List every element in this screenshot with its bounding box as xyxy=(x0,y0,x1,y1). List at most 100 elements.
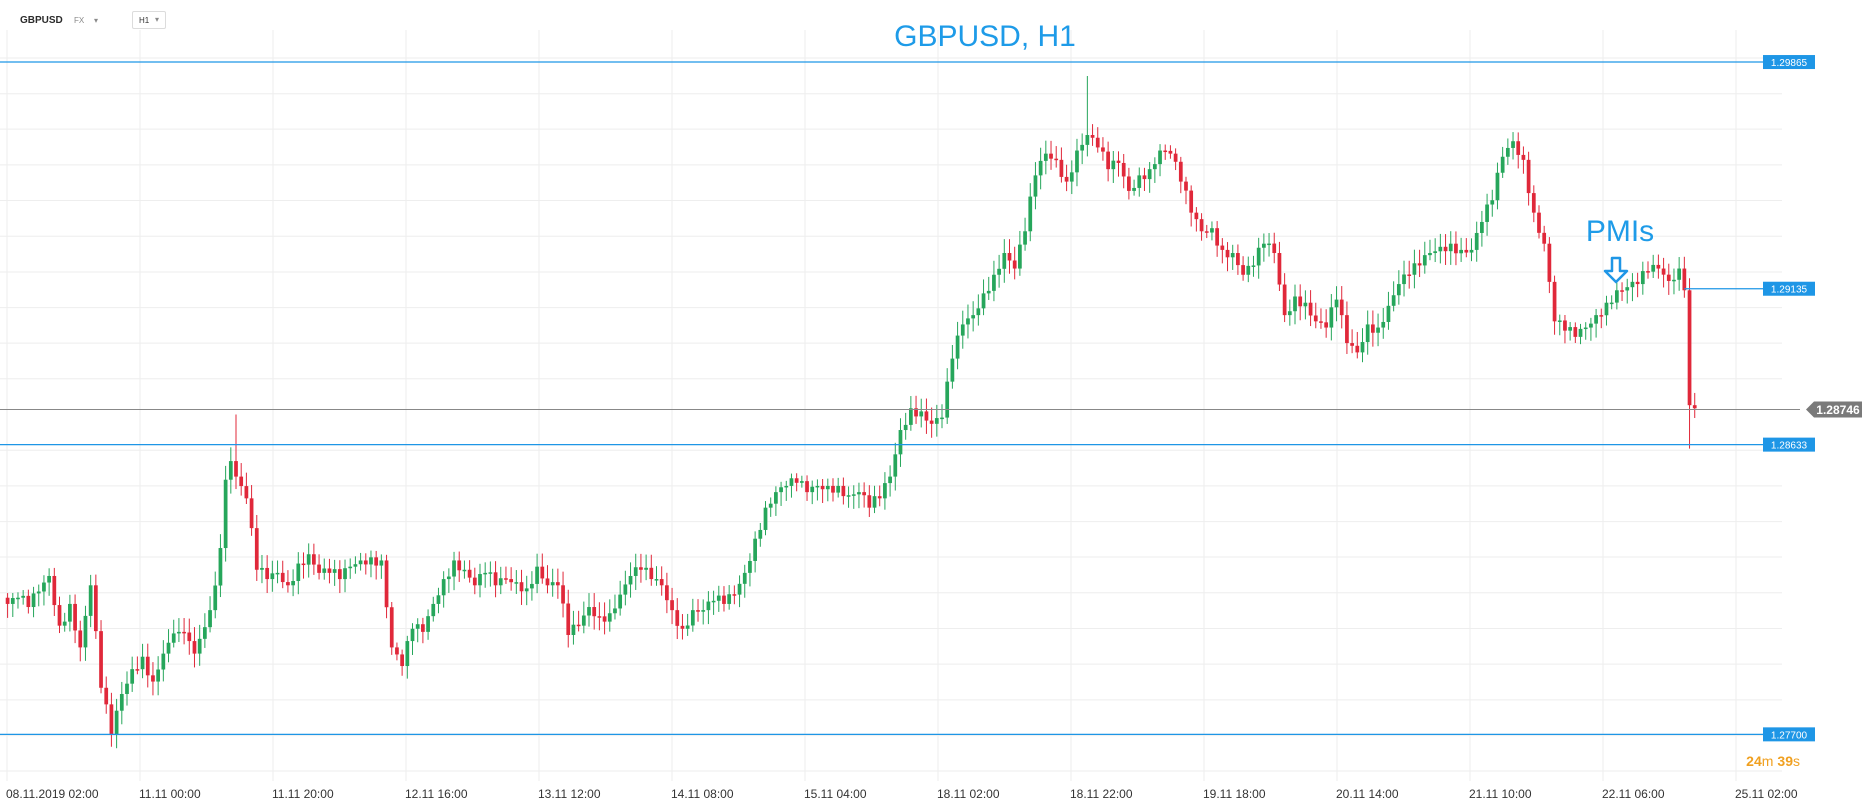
bullish-candle xyxy=(130,656,135,692)
bearish-candle xyxy=(1272,232,1277,264)
timeframe-label: H1 xyxy=(139,16,150,25)
bullish-candle xyxy=(908,396,913,431)
bullish-candle xyxy=(1365,310,1370,355)
bullish-candle xyxy=(42,575,46,606)
bullish-candle xyxy=(140,643,145,679)
bullish-candle xyxy=(1230,244,1235,270)
bullish-candle xyxy=(125,671,129,706)
bearish-candle xyxy=(1355,331,1360,359)
bullish-candle xyxy=(498,566,503,595)
bullish-candle xyxy=(446,568,451,593)
bullish-candle xyxy=(62,612,67,632)
bearish-candle xyxy=(73,594,77,644)
bullish-candle xyxy=(851,485,856,509)
bearish-candle xyxy=(182,618,186,645)
bearish-candle xyxy=(239,463,244,496)
bullish-candle xyxy=(119,681,124,725)
bullish-candle xyxy=(452,551,456,591)
bullish-candle xyxy=(1583,322,1588,340)
chart-grid xyxy=(0,30,1782,781)
bullish-candle xyxy=(883,472,887,510)
time-tick-label: 08.11.2019 02:00 xyxy=(6,787,99,801)
bullish-candle xyxy=(343,559,347,593)
bullish-candle xyxy=(1246,256,1251,283)
level-price-tag xyxy=(1763,437,1815,452)
level-price-tag xyxy=(1763,727,1815,742)
bearish-candle xyxy=(924,398,929,434)
level-price-label: 1.27700 xyxy=(1771,730,1808,741)
time-tick-label: 11.11 00:00 xyxy=(139,787,201,801)
bearish-candle xyxy=(472,567,477,595)
symbol-selector[interactable]: GBPUSD xyxy=(20,15,63,26)
bearish-candle xyxy=(509,567,514,591)
bullish-candle xyxy=(405,635,410,679)
bullish-candle xyxy=(716,585,721,612)
bullish-candle xyxy=(1360,328,1365,363)
bearish-candle xyxy=(1542,225,1547,252)
bearish-candle xyxy=(1692,392,1697,419)
bearish-candle xyxy=(104,676,109,714)
bearish-candle xyxy=(1620,282,1624,301)
bearish-candle xyxy=(540,553,545,584)
bearish-candle xyxy=(400,649,404,676)
bullish-candle xyxy=(654,566,659,586)
time-tick-label: 18.11 22:00 xyxy=(1070,787,1133,801)
bearish-candle xyxy=(1064,164,1069,192)
bearish-candle xyxy=(187,618,192,655)
bullish-candle xyxy=(779,481,783,506)
bullish-candle xyxy=(1287,299,1292,326)
bullish-candle xyxy=(1038,147,1043,190)
time-tick-label: 19.11 18:00 xyxy=(1203,787,1266,801)
bullish-candle xyxy=(1080,133,1085,165)
bearish-candle xyxy=(1324,309,1329,338)
bearish-candle xyxy=(1313,302,1318,329)
bearish-candle xyxy=(1106,141,1110,182)
bearish-candle xyxy=(670,587,674,625)
bullish-candle xyxy=(36,584,41,607)
bullish-candle xyxy=(685,613,690,636)
bearish-candle xyxy=(649,554,654,586)
bearish-candle xyxy=(1173,148,1178,171)
bullish-candle xyxy=(997,254,1001,288)
bearish-candle xyxy=(722,586,726,612)
timeframe-selector[interactable]: H1 ▾ xyxy=(132,11,166,29)
bullish-candle xyxy=(156,656,161,696)
bullish-candle xyxy=(177,618,181,643)
bearish-candle xyxy=(1350,329,1354,354)
bullish-candle xyxy=(1386,291,1391,330)
bearish-candle xyxy=(862,482,867,508)
bullish-candle xyxy=(1625,278,1630,304)
bullish-candle xyxy=(426,609,430,640)
bullish-candle xyxy=(218,534,223,598)
bullish-candle xyxy=(846,486,851,508)
bullish-candle xyxy=(623,570,628,606)
bullish-candle xyxy=(1433,238,1438,263)
bullish-candle xyxy=(690,598,695,632)
bullish-candle xyxy=(758,522,763,547)
bullish-candle xyxy=(581,601,586,634)
bearish-candle xyxy=(1464,238,1469,258)
bullish-candle xyxy=(83,605,88,661)
bearish-candle xyxy=(1345,301,1349,354)
bearish-candle xyxy=(1282,273,1287,323)
bullish-candle xyxy=(68,594,72,632)
bearish-candle xyxy=(545,565,550,594)
bearish-candle xyxy=(467,560,472,583)
symbol-dropdown-icon[interactable]: ▾ xyxy=(94,16,99,25)
bearish-candle xyxy=(312,543,316,575)
bearish-candle xyxy=(395,642,399,661)
bearish-candle xyxy=(265,555,270,594)
pmi-annotation-label: PMIs xyxy=(1586,215,1654,248)
bearish-candle xyxy=(280,560,285,589)
bearish-candle xyxy=(592,593,597,630)
bearish-candle xyxy=(1184,176,1188,205)
bearish-candle xyxy=(1308,290,1313,327)
bullish-candle xyxy=(753,531,757,573)
bullish-candle xyxy=(202,613,207,648)
bullish-candle xyxy=(306,543,311,578)
time-tick-label: 11.11 20:00 xyxy=(272,787,334,801)
bullish-candle xyxy=(971,301,976,332)
bearish-candle xyxy=(1661,257,1666,288)
bullish-candle xyxy=(1043,140,1048,175)
